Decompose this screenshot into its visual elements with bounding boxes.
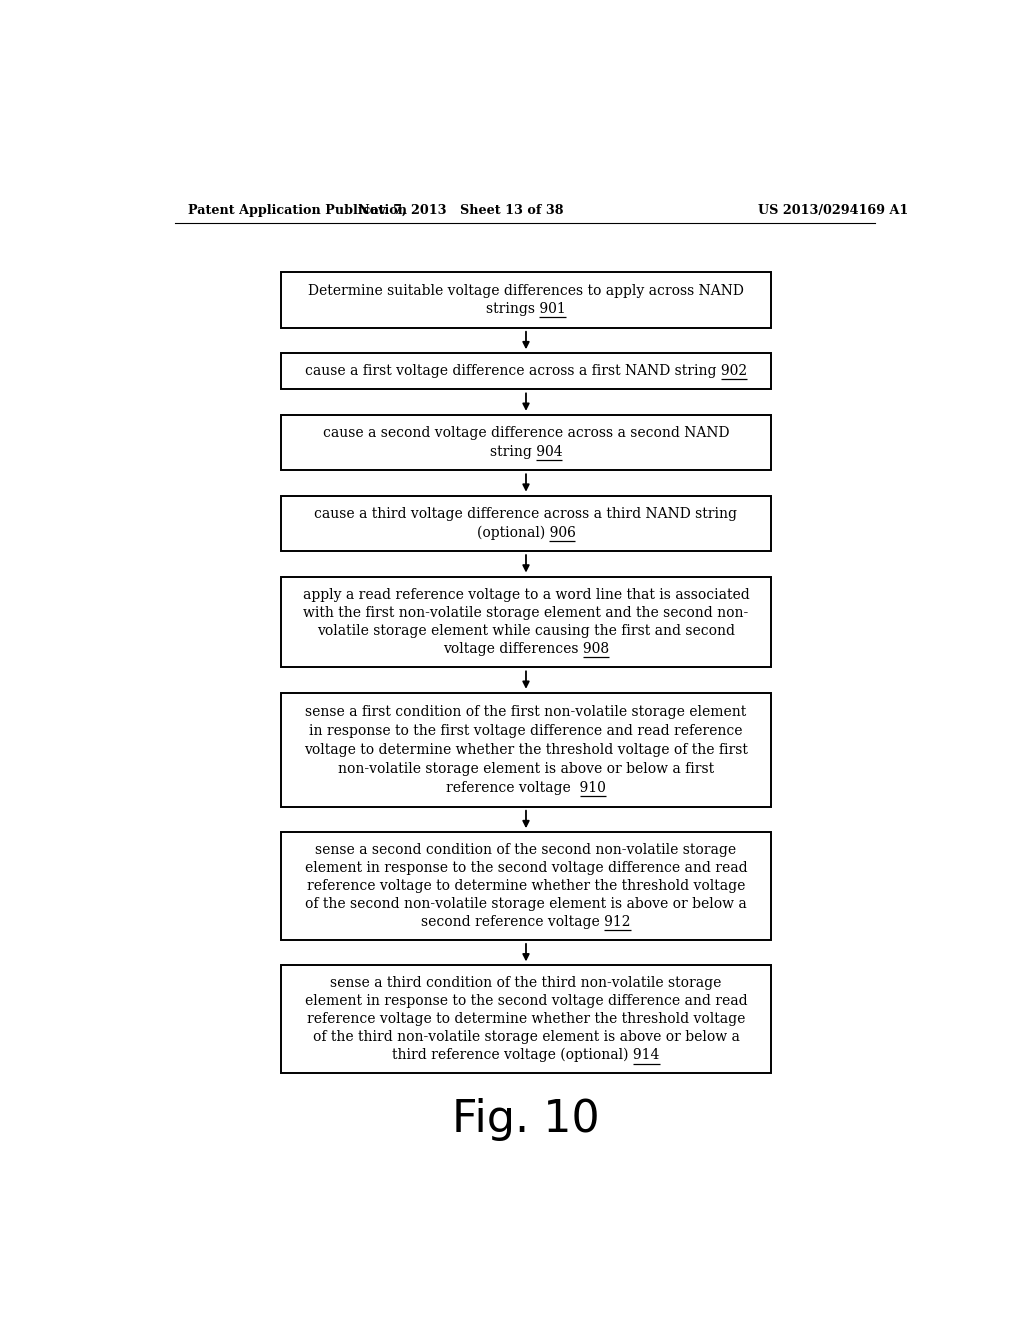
Text: Nov. 7, 2013   Sheet 13 of 38: Nov. 7, 2013 Sheet 13 of 38 bbox=[358, 205, 564, 218]
Text: voltage differences 908: voltage differences 908 bbox=[443, 643, 609, 656]
Text: cause a second voltage difference across a second NAND: cause a second voltage difference across… bbox=[323, 426, 729, 441]
Text: strings 901: strings 901 bbox=[486, 302, 566, 317]
Bar bbox=[282, 965, 771, 1073]
Text: Determine suitable voltage differences to apply across NAND: Determine suitable voltage differences t… bbox=[308, 284, 743, 298]
Bar bbox=[282, 693, 771, 807]
Text: third reference voltage (optional) 914: third reference voltage (optional) 914 bbox=[392, 1048, 659, 1063]
Text: string 904: string 904 bbox=[489, 445, 562, 459]
Text: cause a third voltage difference across a third NAND string: cause a third voltage difference across … bbox=[314, 507, 737, 521]
Text: of the second non-volatile storage element is above or below a: of the second non-volatile storage eleme… bbox=[305, 898, 746, 911]
Text: second reference voltage 912: second reference voltage 912 bbox=[421, 915, 631, 929]
Text: non-volatile storage element is above or below a first: non-volatile storage element is above or… bbox=[338, 762, 714, 776]
Text: of the third non-volatile storage element is above or below a: of the third non-volatile storage elemen… bbox=[312, 1030, 739, 1044]
Bar bbox=[282, 832, 771, 940]
Text: sense a second condition of the second non-volatile storage: sense a second condition of the second n… bbox=[315, 843, 736, 857]
Text: volatile storage element while causing the first and second: volatile storage element while causing t… bbox=[317, 624, 735, 638]
Bar bbox=[282, 414, 771, 470]
Text: cause a first voltage difference across a first NAND string 902: cause a first voltage difference across … bbox=[305, 364, 748, 379]
Bar bbox=[282, 496, 771, 552]
Text: reference voltage to determine whether the threshold voltage: reference voltage to determine whether t… bbox=[307, 879, 745, 894]
Text: reference voltage  910: reference voltage 910 bbox=[446, 780, 606, 795]
Text: sense a first condition of the first non-volatile storage element: sense a first condition of the first non… bbox=[305, 705, 746, 719]
Bar bbox=[282, 577, 771, 668]
Text: Fig. 10: Fig. 10 bbox=[453, 1098, 600, 1140]
Text: US 2013/0294169 A1: US 2013/0294169 A1 bbox=[758, 205, 908, 218]
Text: sense a third condition of the third non-volatile storage: sense a third condition of the third non… bbox=[331, 977, 722, 990]
Text: in response to the first voltage difference and read reference: in response to the first voltage differe… bbox=[309, 723, 742, 738]
Text: reference voltage to determine whether the threshold voltage: reference voltage to determine whether t… bbox=[307, 1012, 745, 1026]
Text: Patent Application Publication: Patent Application Publication bbox=[188, 205, 408, 218]
Bar bbox=[282, 272, 771, 327]
Text: element in response to the second voltage difference and read: element in response to the second voltag… bbox=[305, 994, 748, 1008]
Text: element in response to the second voltage difference and read: element in response to the second voltag… bbox=[305, 861, 748, 875]
Bar bbox=[282, 354, 771, 389]
Text: apply a read reference voltage to a word line that is associated: apply a read reference voltage to a word… bbox=[303, 587, 750, 602]
Text: (optional) 906: (optional) 906 bbox=[476, 525, 575, 540]
Text: voltage to determine whether the threshold voltage of the first: voltage to determine whether the thresho… bbox=[304, 743, 748, 756]
Text: with the first non-volatile storage element and the second non-: with the first non-volatile storage elem… bbox=[303, 606, 749, 620]
